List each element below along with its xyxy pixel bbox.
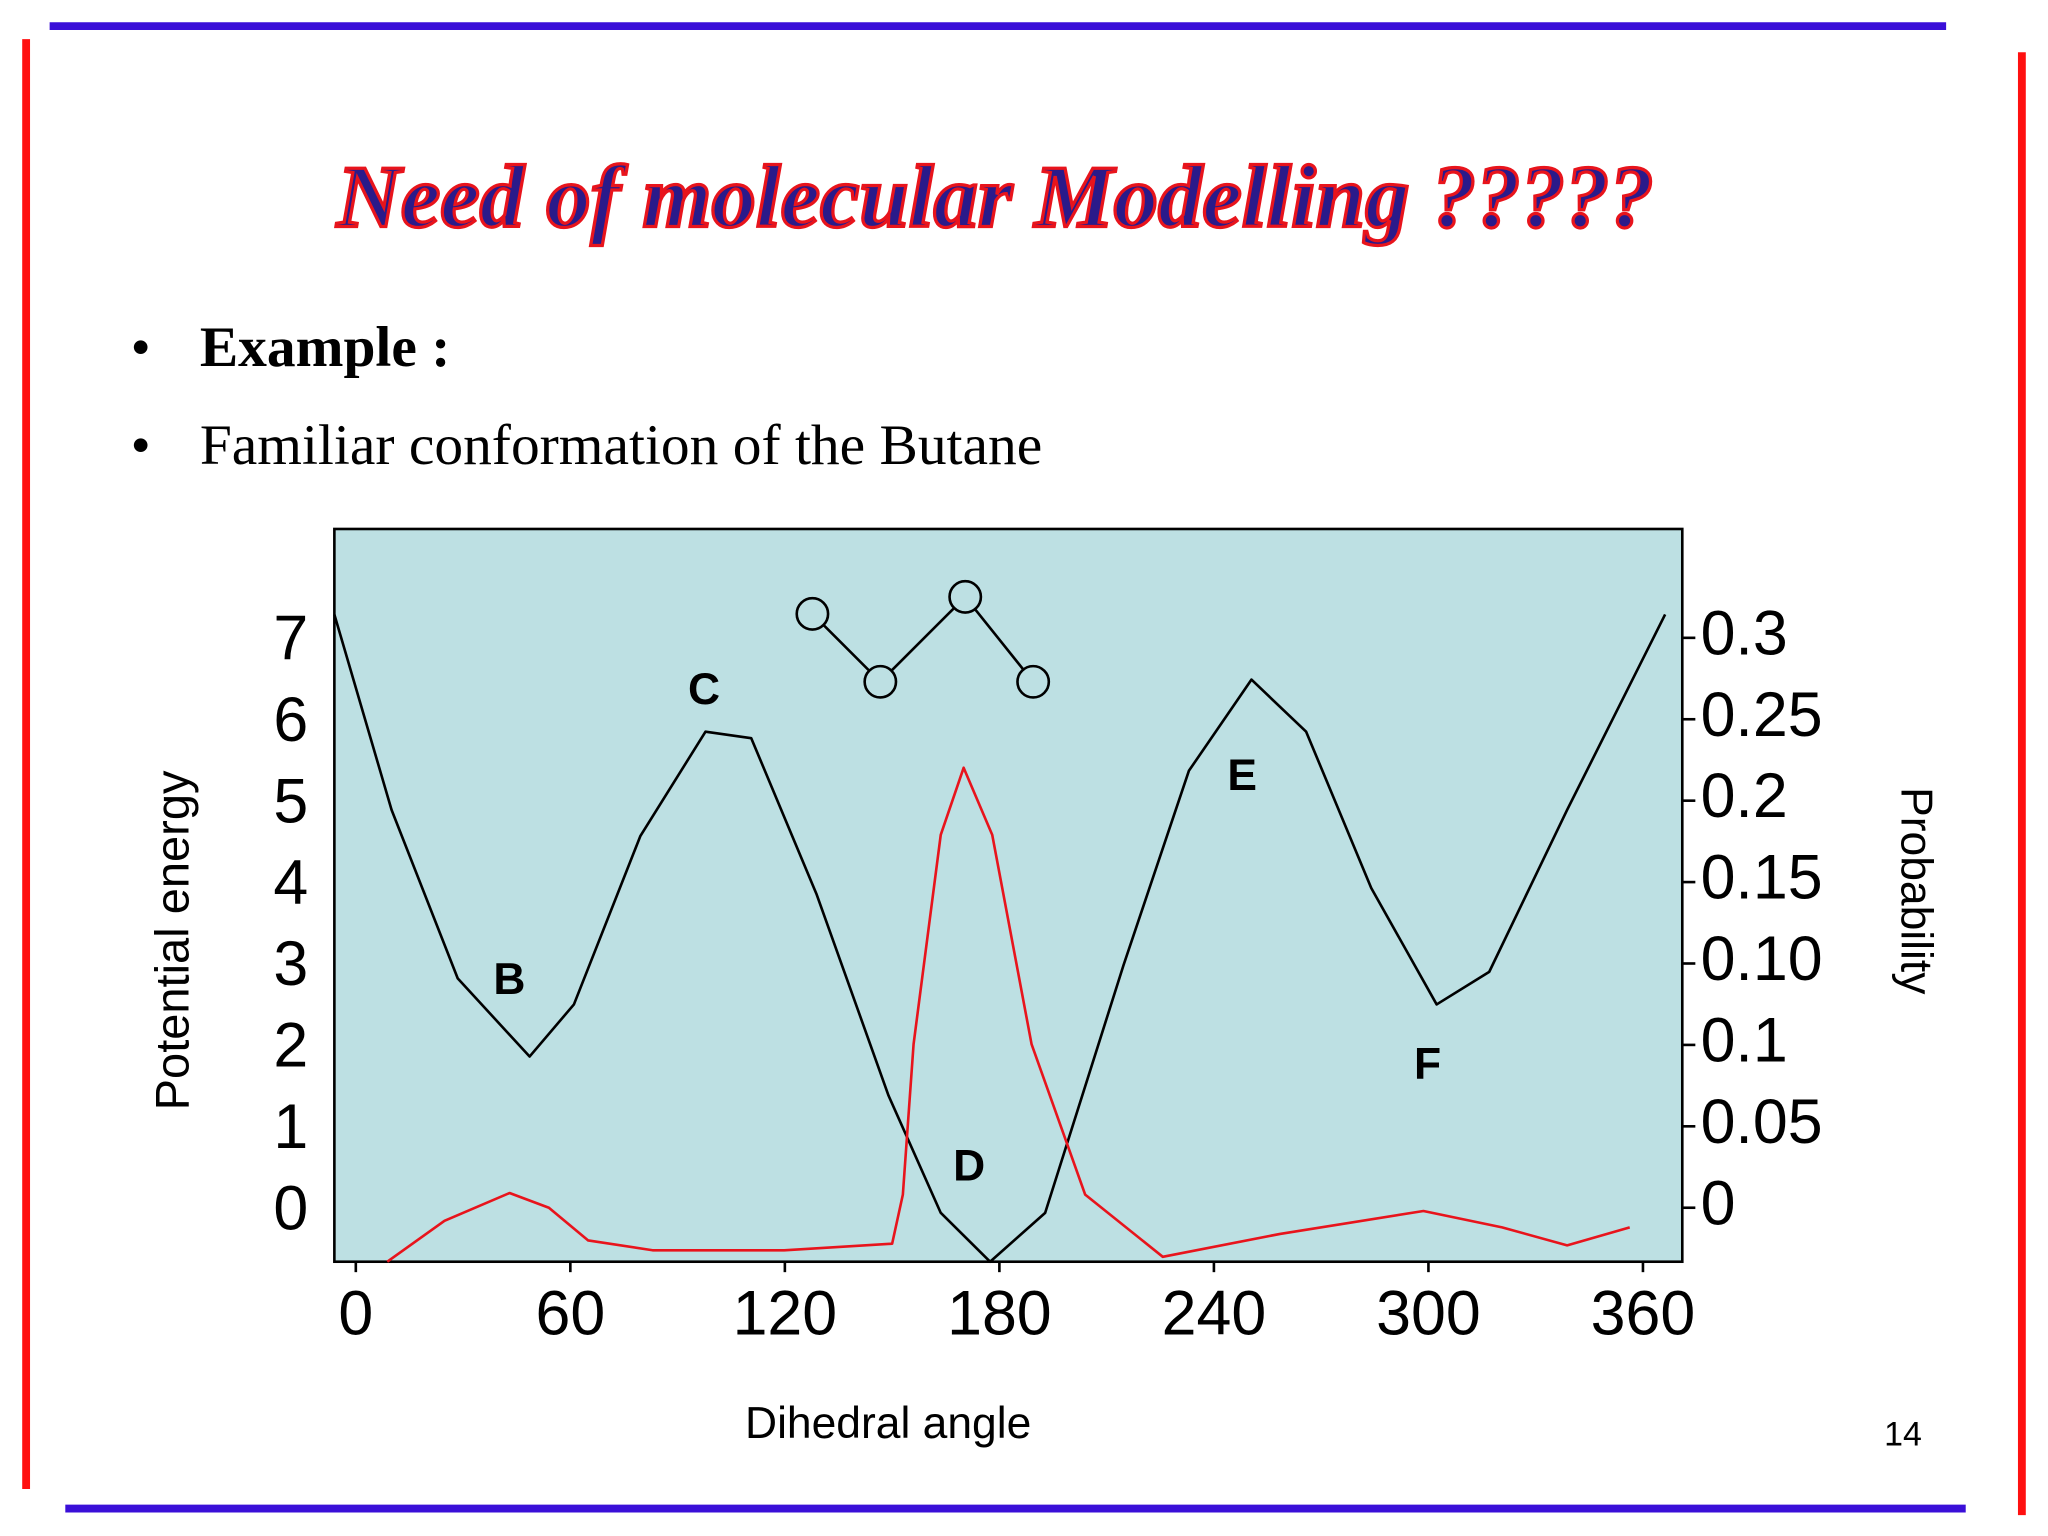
y2-tick-label: 0.15: [1701, 843, 1823, 913]
x-tick-label: 240: [1162, 1278, 1267, 1348]
y-tick-label: 0: [273, 1173, 308, 1243]
bullet: Example :: [200, 316, 451, 379]
x-tick-label: 360: [1591, 1278, 1696, 1348]
y-tick-label: 7: [273, 604, 308, 674]
y2-tick-label: 0.3: [1701, 598, 1788, 668]
annotation: E: [1227, 751, 1257, 800]
x-axis-label: Dihedral angle: [745, 1399, 1031, 1448]
y-tick-label: 6: [273, 685, 308, 755]
x-tick-label: 120: [733, 1278, 838, 1348]
x-tick-label: 180: [947, 1278, 1052, 1348]
bullet: Familiar conformation of the Butane: [200, 414, 1042, 477]
annotation: B: [493, 955, 525, 1004]
y2-tick-label: 0.05: [1701, 1087, 1823, 1157]
bullet-dot: •: [131, 316, 151, 379]
y-tick-label: 3: [273, 929, 308, 999]
x-tick-label: 0: [338, 1278, 373, 1348]
x-tick-label: 300: [1376, 1278, 1481, 1348]
y2-tick-label: 0.10: [1701, 924, 1823, 994]
data-line: [386, 766, 1631, 1263]
y-tick-label: 4: [273, 848, 308, 918]
y-axis-label: Potential energy: [146, 770, 199, 1110]
molecule: [795, 579, 1051, 699]
y2-tick-label: 0.25: [1701, 680, 1823, 750]
y-tick-label: 1: [273, 1092, 308, 1162]
slide-title: Need of molecular Modelling ?????: [336, 149, 1654, 247]
x-tick-label: 60: [535, 1278, 605, 1348]
y2-axis-label: Probability: [1892, 787, 1941, 995]
annotation: C: [688, 665, 720, 714]
annotation: F: [1414, 1040, 1441, 1089]
annotation: D: [953, 1142, 985, 1191]
plot-area: [333, 527, 1684, 1264]
data-line: [333, 613, 1667, 1264]
page-number: 14: [1884, 1416, 1922, 1454]
y2-tick-label: 0.1: [1701, 1005, 1788, 1075]
bullet-dot: •: [131, 414, 151, 477]
y-tick-label: 2: [273, 1011, 308, 1081]
y2-tick-label: 0: [1701, 1168, 1736, 1238]
y-tick-label: 5: [273, 766, 308, 836]
y2-tick-label: 0.2: [1701, 761, 1788, 831]
